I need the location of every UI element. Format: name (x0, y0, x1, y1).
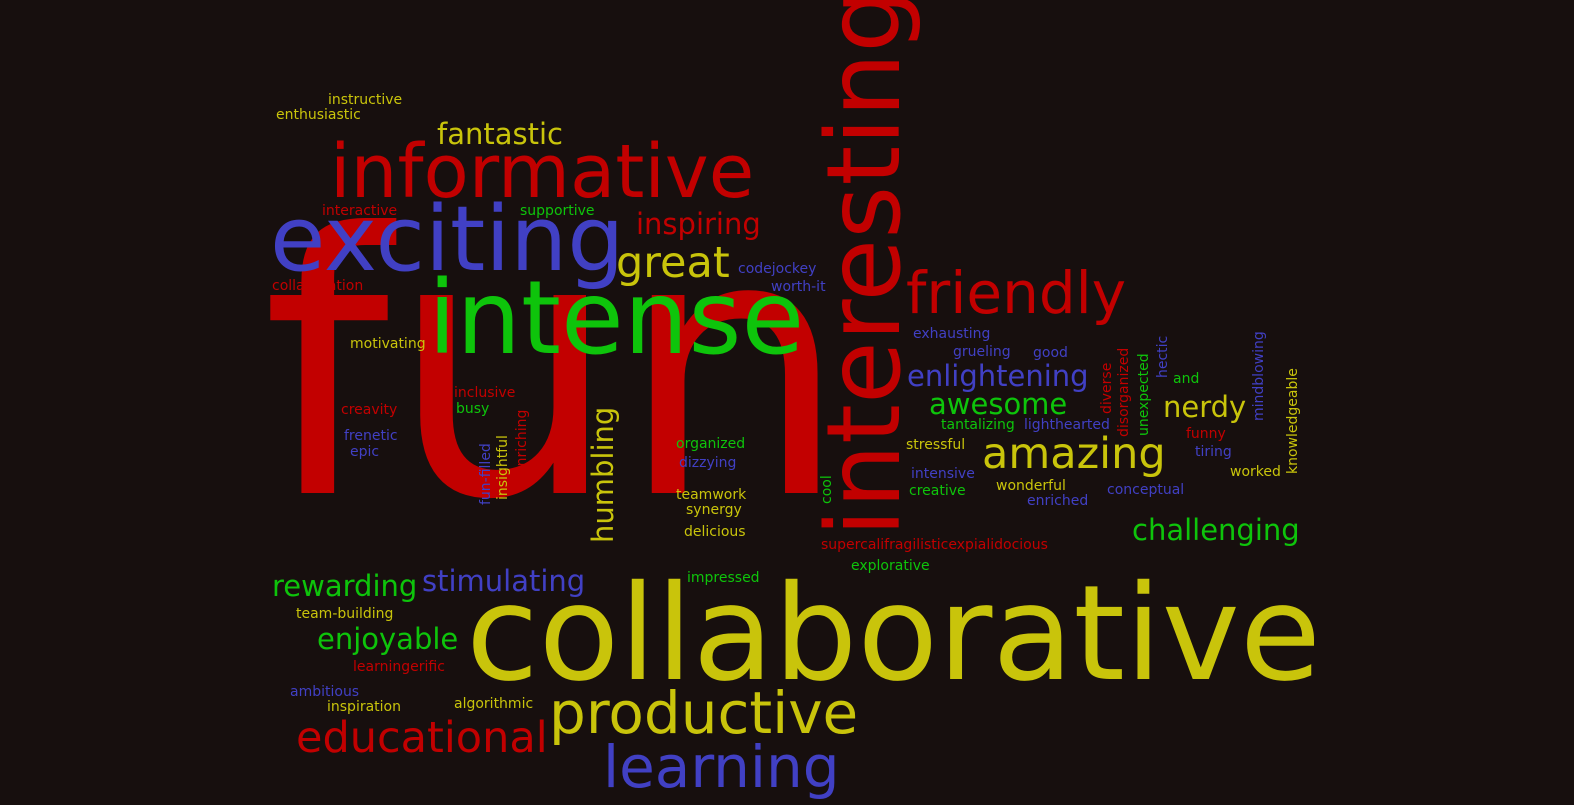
word-enlightening: enlightening (907, 359, 1089, 393)
word-stressful: stressful (906, 437, 966, 453)
word-ambitious: ambitious (290, 684, 360, 700)
word-enjoyable: enjoyable (317, 622, 459, 656)
word-creative: creative (909, 483, 966, 499)
word-worth-it: worth-it (771, 279, 826, 295)
word-interesting: interesting (805, 0, 924, 537)
word-funny: funny (1186, 426, 1226, 442)
word-intensive: intensive (911, 466, 975, 482)
word-amazing: amazing (982, 429, 1166, 479)
word-creavity: creavity (341, 402, 398, 418)
word-inspiring: inspiring (636, 207, 761, 241)
word-wonderful: wonderful (996, 478, 1066, 494)
word-epic: epic (350, 444, 380, 460)
word-learning: learning (603, 733, 840, 801)
word-inclusive: inclusive (454, 385, 516, 401)
word-worked: worked (1230, 464, 1281, 480)
word-lighthearted: lighthearted (1024, 417, 1110, 433)
word-nerdy: nerdy (1163, 390, 1247, 424)
word-mindblowing: mindblowing (1251, 331, 1267, 421)
word-enthusiastic: enthusiastic (276, 107, 361, 123)
word-motivating: motivating (350, 336, 426, 352)
word-great: great (616, 238, 730, 288)
word-instructive: instructive (328, 92, 403, 108)
word-supportive: supportive (520, 203, 595, 219)
word-rewarding: rewarding (272, 569, 418, 603)
word-impressed: impressed (687, 570, 760, 586)
word-interactive: interactive (322, 203, 398, 219)
word-informative: informative (330, 129, 755, 215)
word-fun: fun (262, 158, 849, 579)
word-delicious: delicious (684, 524, 746, 540)
word-knowledgeable: knowledgeable (1285, 368, 1301, 474)
word-busy: busy (456, 401, 490, 417)
word-exhausting: exhausting (913, 326, 991, 342)
word-disorganized: disorganized (1116, 347, 1132, 437)
word-educational: educational (296, 713, 548, 763)
word-organized: organized (676, 436, 746, 452)
word-exciting: exciting (270, 187, 625, 292)
word-intense: intense (428, 259, 805, 378)
word-unexpected: unexpected (1136, 353, 1152, 436)
word-learningerific: learningerific (353, 659, 445, 675)
word-teamwork: teamwork (676, 487, 747, 503)
word-enriching: enriching (514, 409, 530, 475)
word-collaboration: collaboration (272, 278, 364, 294)
word-synergy: synergy (686, 502, 742, 518)
word-tantalizing: tantalizing (941, 417, 1015, 433)
word-supercalifragilisticexpialidocious: supercalifragilisticexpialidocious (821, 537, 1048, 553)
word-good: good (1033, 345, 1068, 361)
word-grueling: grueling (953, 344, 1011, 360)
word-insightful: insightful (495, 435, 511, 500)
word-inspiration: inspiration (327, 699, 401, 715)
word-productive: productive (549, 679, 859, 747)
word-hectic: hectic (1155, 335, 1171, 378)
word-humbling: humbling (586, 406, 620, 543)
word-enriched: enriched (1027, 493, 1089, 509)
word-tiring: tiring (1195, 444, 1232, 460)
word-team-building: team-building (296, 606, 394, 622)
word-fun-filled: fun-filled (478, 443, 494, 505)
word-algorithmic: algorithmic (454, 696, 534, 712)
word-conceptual: conceptual (1107, 482, 1185, 498)
word-frenetic: frenetic (344, 428, 398, 444)
word-explorative: explorative (851, 558, 930, 574)
word-cool: cool (819, 475, 835, 504)
word-stimulating: stimulating (422, 564, 586, 598)
word-challenging: challenging (1132, 513, 1300, 547)
word-friendly: friendly (906, 259, 1127, 327)
word-dizzying: dizzying (679, 455, 737, 471)
word-awesome: awesome (929, 387, 1068, 421)
word-collaborative: collaborative (466, 557, 1322, 711)
word-codejockey: codejockey (738, 261, 817, 277)
word-and: and (1173, 371, 1200, 387)
word-diverse: diverse (1099, 362, 1115, 414)
word-fantastic: fantastic (437, 117, 563, 151)
